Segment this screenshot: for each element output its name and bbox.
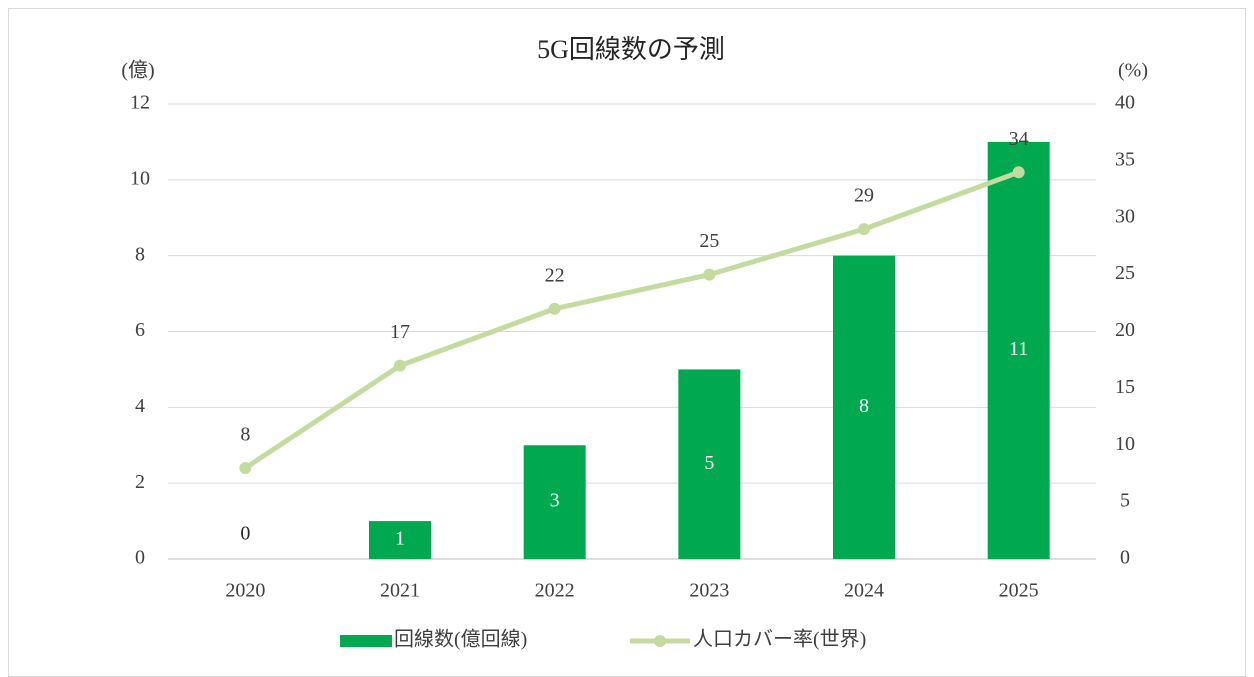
y-tick-label: 6	[135, 319, 145, 341]
bar	[833, 255, 895, 559]
x-tick-label: 2022	[535, 580, 575, 602]
y2-tick-label: 5	[1120, 490, 1130, 512]
line-point	[548, 302, 561, 315]
line-value-label: 34	[1009, 128, 1029, 150]
line-point	[239, 462, 252, 474]
line-value-label: 17	[390, 321, 410, 343]
x-tick-label: 2021	[380, 580, 420, 602]
bar	[678, 369, 741, 559]
x-tick-label: 2025	[999, 580, 1039, 602]
bar	[987, 141, 1050, 559]
line-point	[394, 359, 406, 372]
chart-border	[8, 8, 1246, 677]
y2-axis-label: (%)	[1118, 60, 1148, 82]
y-tick-label: 12	[130, 92, 150, 114]
line-value-label: 29	[854, 185, 874, 207]
y2-tick-label: 40	[1115, 92, 1135, 114]
line-value-label: 25	[699, 230, 719, 252]
line-value-label: 22	[545, 264, 565, 286]
y2-tick-label: 10	[1115, 433, 1135, 455]
bar-value-label: 5	[704, 452, 714, 474]
y-axis-label: (億)	[121, 59, 154, 82]
legend-swatch	[340, 635, 392, 647]
bar-value-label: 3	[550, 490, 560, 512]
y2-tick-label: 25	[1115, 262, 1135, 284]
chart-title: 5G回線数の予測	[537, 35, 725, 64]
y2-tick-label: 30	[1115, 205, 1135, 227]
line-value-label: 8	[240, 424, 250, 446]
line-point	[858, 223, 870, 236]
bar	[523, 445, 586, 559]
line-point	[703, 268, 716, 281]
y2-tick-label: 0	[1120, 547, 1130, 569]
x-tick-label: 2024	[844, 580, 884, 602]
line-point	[1012, 166, 1025, 179]
x-tick-label: 2020	[225, 580, 265, 602]
bar-value-label: 0	[240, 523, 250, 545]
y-tick-label: 8	[135, 243, 145, 265]
bar	[369, 521, 431, 559]
legend-label: 回線数(億回線)	[394, 628, 527, 651]
line	[243, 169, 1020, 471]
y-tick-label: 4	[135, 395, 145, 417]
y2-tick-label: 35	[1115, 148, 1135, 170]
y2-tick-label: 20	[1115, 319, 1135, 341]
y2-tick-label: 15	[1115, 376, 1135, 398]
y-tick-label: 10	[130, 167, 150, 189]
y-tick-label: 0	[135, 547, 145, 569]
y-tick-label: 2	[135, 471, 145, 493]
bar-value-label: 1	[395, 528, 405, 550]
bar-value-label: 8	[859, 395, 869, 417]
x-tick-label: 2023	[689, 580, 729, 602]
legend-label: 人口カバー率(世界)	[693, 628, 866, 651]
bar-value-label: 11	[1009, 338, 1028, 360]
legend-swatch-point	[654, 635, 666, 647]
